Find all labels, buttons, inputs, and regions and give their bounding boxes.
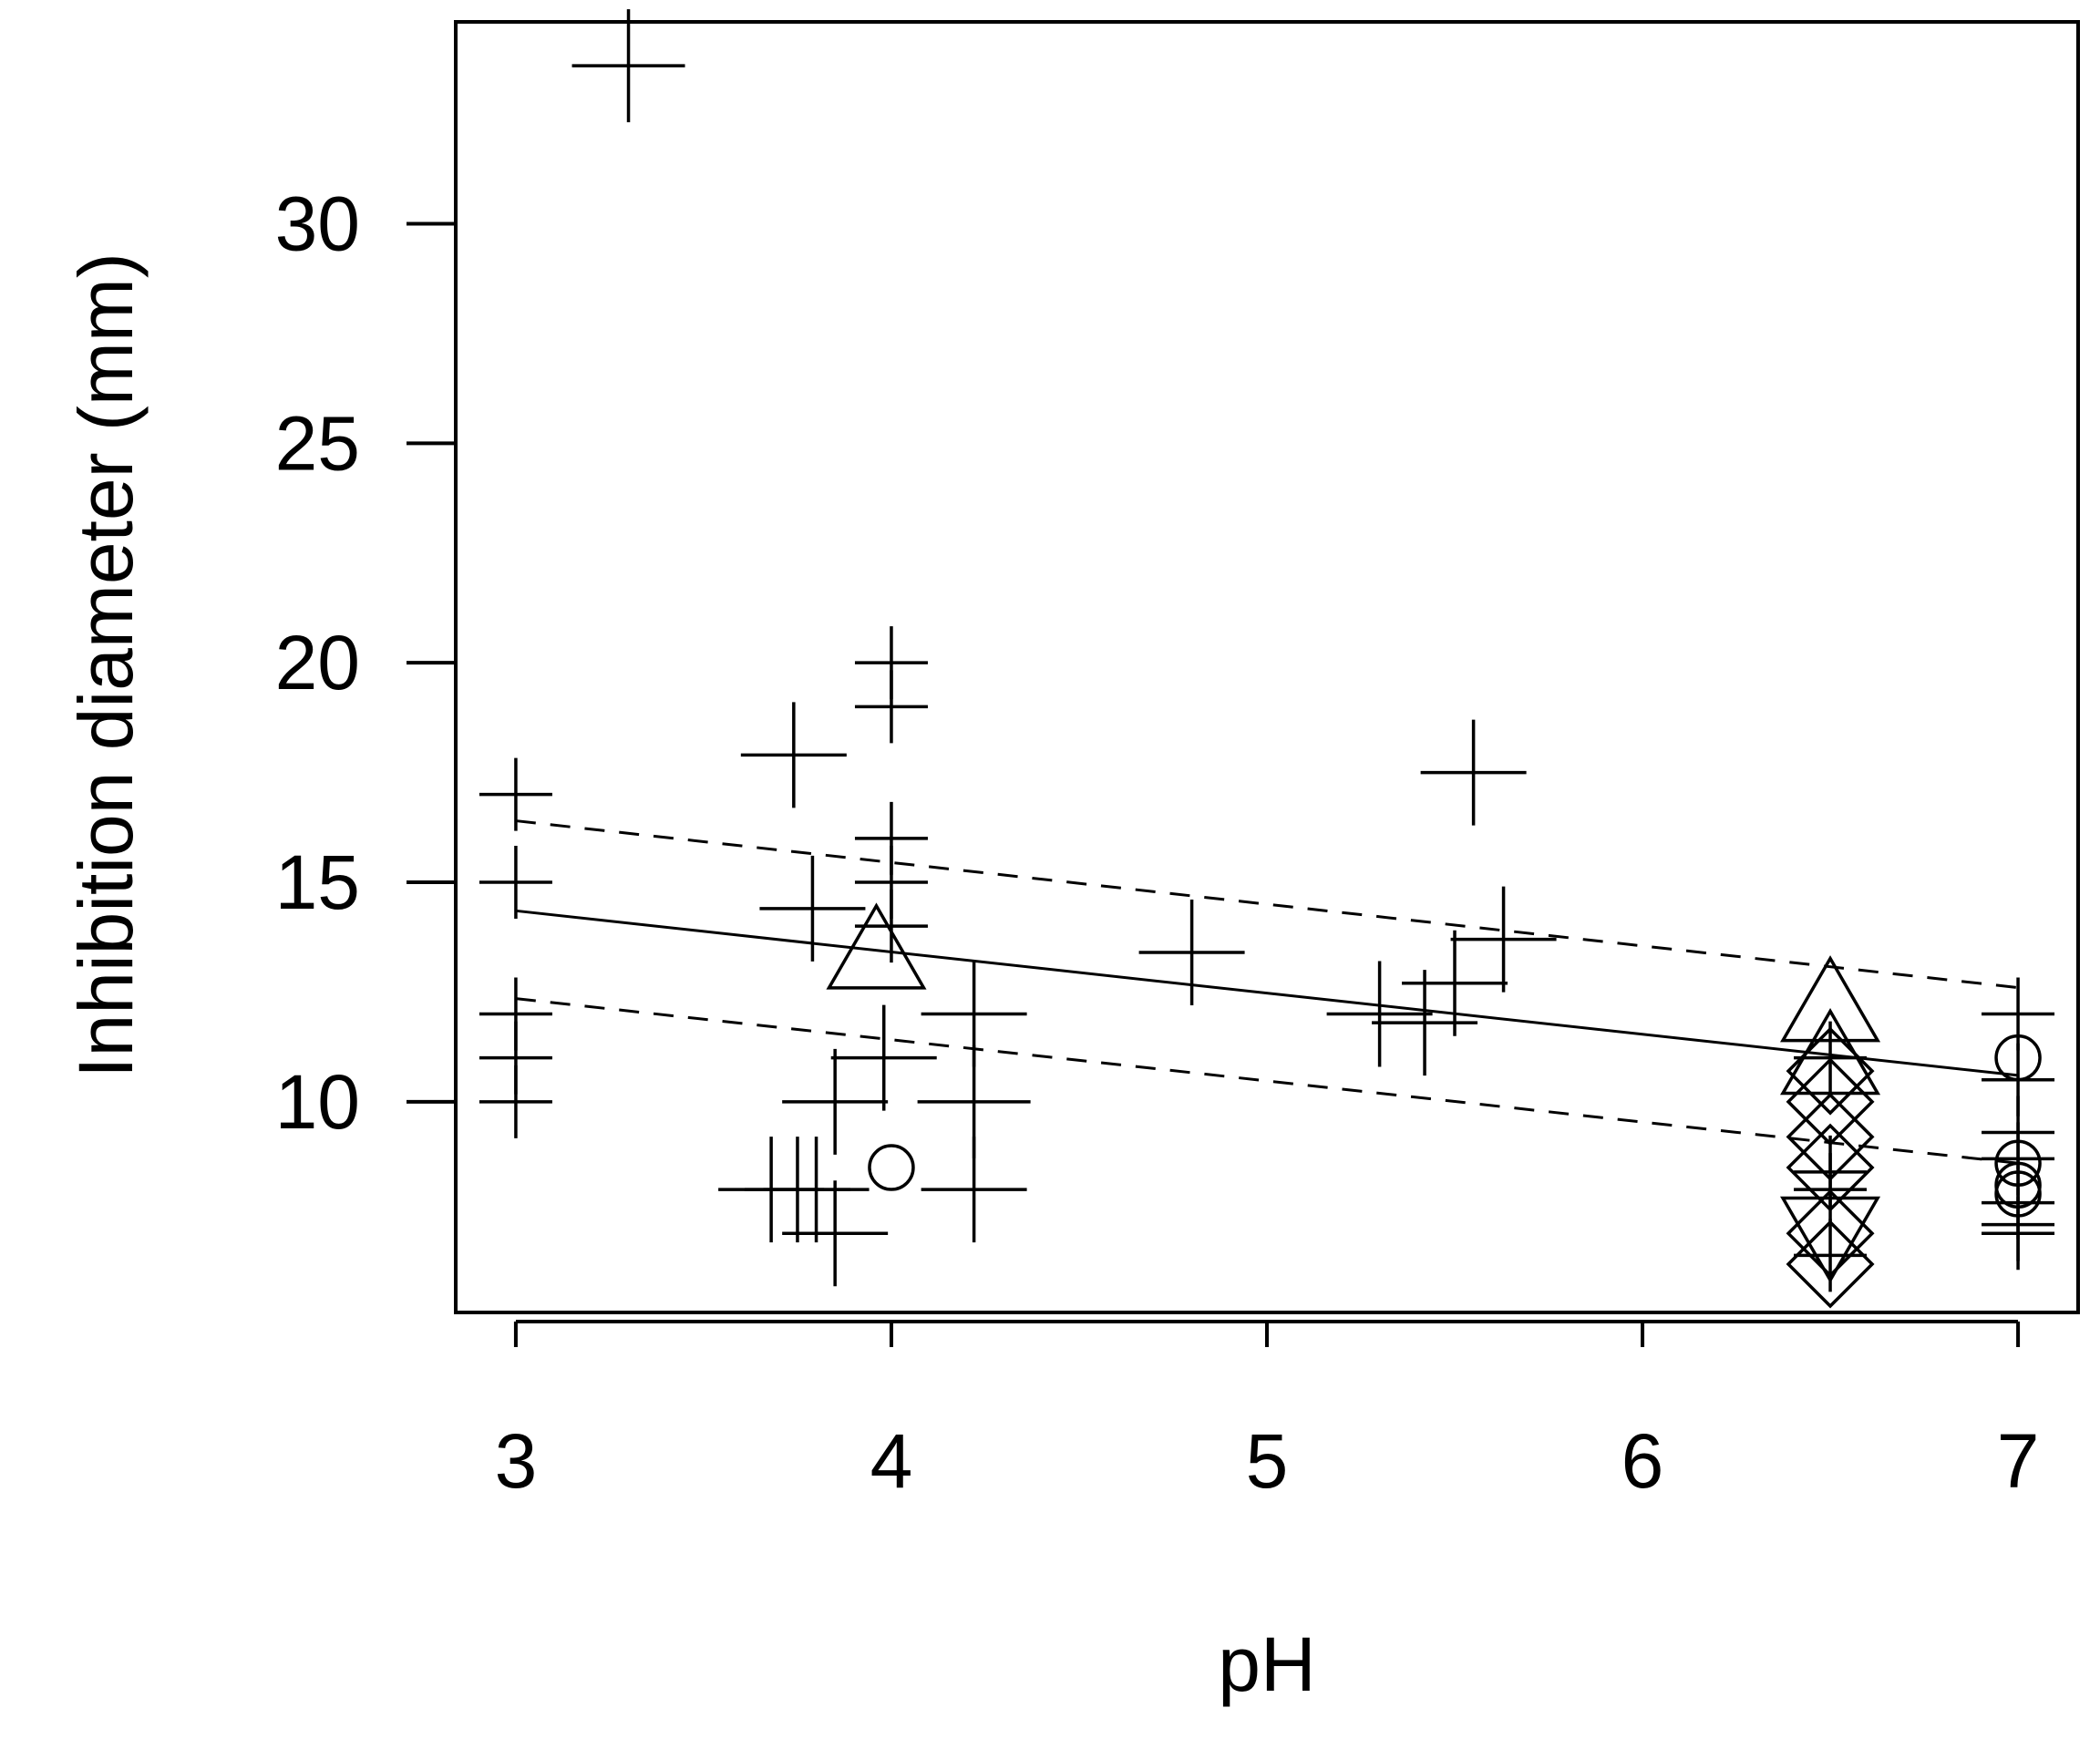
diamond-marker — [1786, 1092, 1875, 1181]
circle-marker — [1994, 1034, 2042, 1082]
plus-marker — [1138, 900, 1245, 1006]
plus-marker — [830, 1004, 937, 1111]
y-tick-label: 25 — [275, 400, 360, 486]
plus-marker — [1402, 930, 1508, 1036]
y-tick-label: 10 — [275, 1059, 360, 1145]
x-tick-label: 4 — [870, 1418, 913, 1504]
y-axis: 10 15 20 25 30 — [275, 181, 456, 1145]
data-points — [479, 9, 2055, 1309]
diamond-marker — [1786, 1057, 1875, 1147]
diamond-marker — [1786, 1188, 1875, 1278]
fit-lines — [515, 819, 2019, 1165]
plus-marker — [1982, 1197, 2055, 1271]
plus-marker — [479, 1065, 552, 1138]
plus-marker — [782, 1180, 889, 1287]
plus-marker — [1982, 977, 2055, 1051]
circle-marker — [868, 1144, 915, 1191]
plus-marker — [571, 9, 685, 123]
plus-marker — [854, 890, 928, 963]
plus-marker — [740, 702, 847, 808]
y-axis-label: Inhibition diameter (mm) — [63, 252, 149, 1078]
plus-marker — [782, 1048, 889, 1155]
plus-marker — [759, 855, 866, 962]
plus-marker — [479, 846, 552, 919]
x-axis-label: pH — [1218, 1621, 1315, 1707]
diamond-marker — [1786, 1026, 1875, 1116]
x-tick-label: 7 — [1997, 1418, 2040, 1504]
y-tick-label: 15 — [275, 839, 360, 925]
confidence-band-line — [515, 997, 2019, 1165]
diamond-marker — [1786, 1219, 1875, 1309]
plus-marker — [1450, 886, 1557, 993]
plot-frame — [454, 20, 2080, 1314]
x-axis: 3 4 5 6 7 — [495, 1320, 2040, 1504]
triangle-down-marker — [1780, 1196, 1881, 1283]
triangle-marker — [826, 902, 927, 990]
circle-marker — [1994, 1161, 2042, 1209]
plus-marker — [921, 1137, 1027, 1243]
plus-marker — [1326, 961, 1433, 1067]
circle-marker — [1994, 1139, 2042, 1187]
x-tick-label: 5 — [1246, 1418, 1289, 1504]
plus-marker — [1420, 719, 1527, 826]
diamond-marker — [1786, 1123, 1875, 1212]
y-tick-label: 30 — [275, 181, 360, 267]
x-tick-label: 6 — [1621, 1418, 1664, 1504]
confidence-band-line — [515, 819, 2019, 990]
plus-marker — [479, 757, 552, 831]
x-tick-label: 3 — [495, 1418, 538, 1504]
triangle-marker — [1780, 955, 1881, 1043]
circle-marker — [1994, 1170, 2042, 1218]
fit-line — [515, 909, 2019, 1077]
y-tick-label: 20 — [275, 620, 360, 705]
plus-marker — [1372, 970, 1478, 1076]
plus-marker — [763, 1137, 870, 1243]
plus-marker — [854, 670, 928, 744]
